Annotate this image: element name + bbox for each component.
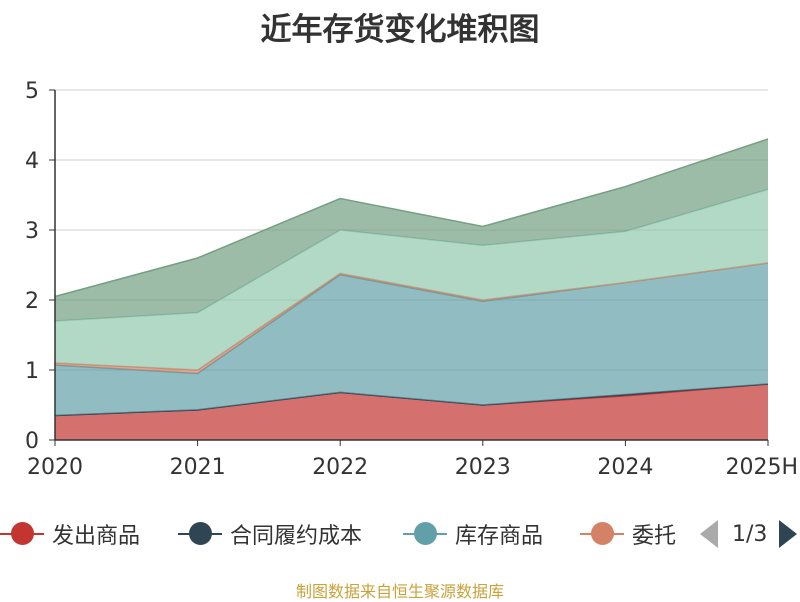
legend-pager: 1/3 [700, 514, 798, 554]
x-tick-label: 2025H [725, 455, 798, 480]
legend-swatch-icon [403, 522, 447, 545]
y-tick-label: 3 [25, 219, 39, 244]
x-tick-label: 2021 [170, 455, 226, 480]
legend-item[interactable]: 发出商品 [0, 514, 140, 554]
legend-item[interactable]: 委托 [580, 514, 676, 554]
x-tick-label: 2023 [455, 455, 511, 480]
y-tick-label: 5 [25, 79, 39, 104]
legend-label: 合同履约成本 [230, 524, 363, 549]
x-tick-label: 2020 [27, 455, 83, 480]
x-tick-label: 2022 [312, 455, 368, 480]
x-tick-label: 2024 [597, 455, 653, 480]
area-发出商品 [55, 384, 768, 440]
area-series-6 [55, 139, 768, 321]
legend-item[interactable]: 合同履约成本 [178, 514, 362, 554]
y-tick-label: 4 [25, 149, 39, 174]
legend-dot-icon [414, 522, 437, 545]
legend-item[interactable]: 库存商品 [403, 514, 543, 554]
legend-dot-icon [11, 522, 34, 545]
legend-dot-icon [189, 522, 212, 545]
next-page-icon[interactable] [779, 520, 798, 548]
legend-swatch-icon [178, 522, 222, 545]
legend-label: 委托 [632, 524, 677, 549]
source-note: 制图数据来自恒生聚源数据库 [295, 582, 504, 601]
legend: 发出商品 合同履约成本 库存商品 委托 1/3 [0, 514, 800, 554]
legend-dot-icon [591, 522, 614, 545]
line-6 [54, 138, 769, 298]
line-4 [54, 262, 769, 371]
legend-swatch-icon [580, 522, 624, 545]
y-tick-label: 0 [25, 429, 39, 454]
y-tick-label: 1 [25, 359, 39, 384]
legend-swatch-icon [0, 522, 44, 545]
area-库存商品 [55, 262, 768, 416]
legend-label: 库存商品 [455, 524, 544, 549]
y-tick-label: 2 [25, 289, 39, 314]
legend-items: 发出商品 合同履约成本 库存商品 委托 [0, 514, 690, 554]
area-series-5 [55, 189, 768, 370]
prev-page-icon[interactable] [700, 520, 718, 548]
pager-text: 1/3 [732, 521, 768, 547]
legend-label: 发出商品 [52, 524, 141, 549]
chart-title: 近年存货变化堆积图 [260, 12, 540, 48]
